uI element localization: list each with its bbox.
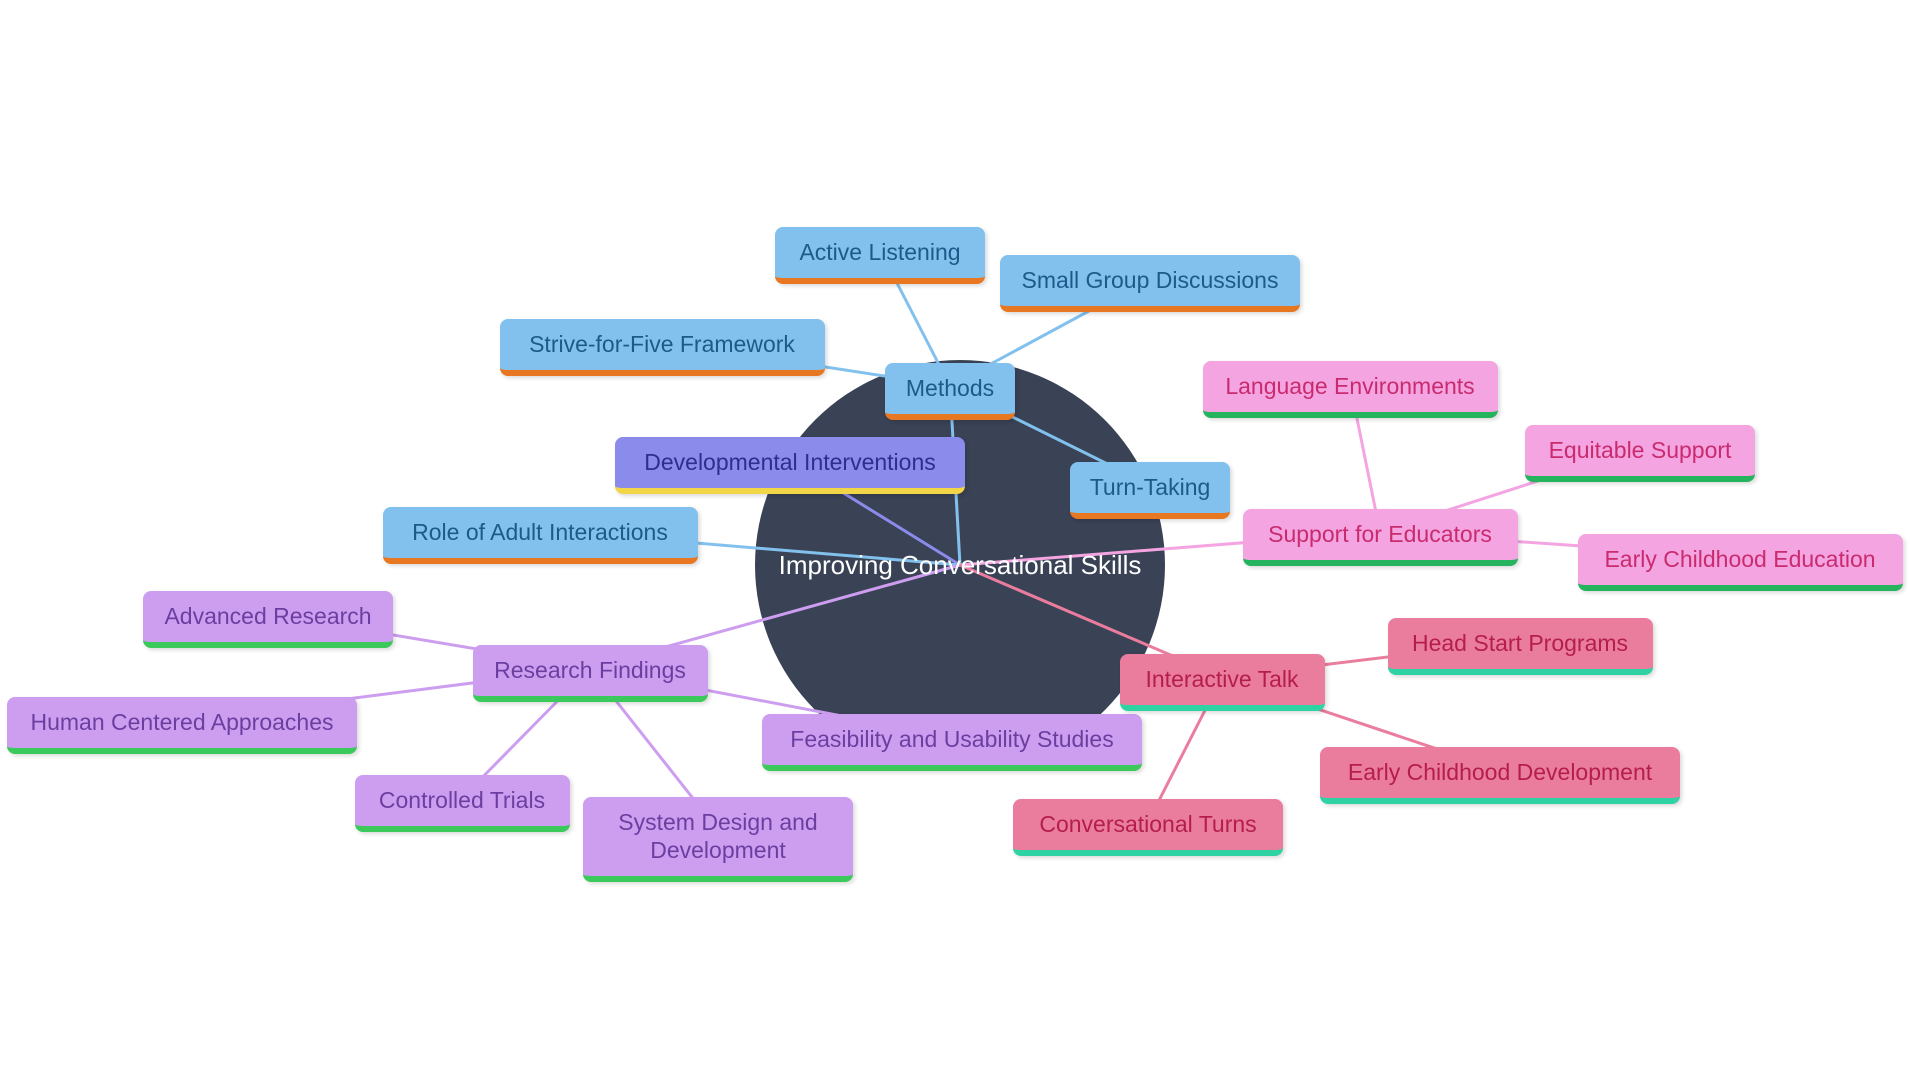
node-label: Language Environments (1225, 373, 1474, 400)
node-label: Controlled Trials (379, 787, 545, 814)
node-early-childhood-edu: Early Childhood Education (1578, 534, 1903, 591)
node-label: Active Listening (799, 239, 960, 266)
node-language-env: Language Environments (1203, 361, 1498, 418)
center-node: Improving Conversational Skills (755, 360, 1165, 770)
node-label: Turn-Taking (1090, 474, 1211, 501)
node-conversational-turns: Conversational Turns (1013, 799, 1283, 856)
node-label: Interactive Talk (1146, 666, 1299, 693)
node-controlled-trials: Controlled Trials (355, 775, 570, 832)
node-interactive-talk: Interactive Talk (1120, 654, 1325, 711)
node-label: Developmental Interventions (644, 449, 936, 476)
node-turn-taking: Turn-Taking (1070, 462, 1230, 519)
node-feasibility: Feasibility and Usability Studies (762, 714, 1142, 771)
node-label: Support for Educators (1268, 521, 1492, 548)
node-label: Research Findings (494, 657, 686, 684)
node-label: Human Centered Approaches (30, 709, 333, 736)
node-early-childhood-dev: Early Childhood Development (1320, 747, 1680, 804)
node-active-listening: Active Listening (775, 227, 985, 284)
node-methods: Methods (885, 363, 1015, 420)
node-label: Equitable Support (1549, 437, 1732, 464)
node-system-design: System Design and Development (583, 797, 853, 882)
node-research-findings: Research Findings (473, 645, 708, 702)
node-label: Strive-for-Five Framework (529, 331, 795, 358)
node-label: Early Childhood Education (1604, 546, 1875, 573)
node-label: Early Childhood Development (1348, 759, 1652, 786)
node-equitable-support: Equitable Support (1525, 425, 1755, 482)
node-human-centered: Human Centered Approaches (7, 697, 357, 754)
node-label: Feasibility and Usability Studies (790, 726, 1113, 753)
node-role-adult: Role of Adult Interactions (383, 507, 698, 564)
node-dev-interventions: Developmental Interventions (615, 437, 965, 494)
node-support-educators: Support for Educators (1243, 509, 1518, 566)
node-small-group: Small Group Discussions (1000, 255, 1300, 312)
node-label: Advanced Research (164, 603, 371, 630)
node-label: Conversational Turns (1039, 811, 1256, 838)
node-strive-five: Strive-for-Five Framework (500, 319, 825, 376)
center-label: Improving Conversational Skills (779, 550, 1142, 581)
node-head-start: Head Start Programs (1388, 618, 1653, 675)
node-label: Small Group Discussions (1022, 267, 1279, 294)
node-label: Head Start Programs (1412, 630, 1628, 657)
node-advanced-research: Advanced Research (143, 591, 393, 648)
node-label: System Design and Development (605, 809, 831, 864)
node-label: Methods (906, 375, 994, 402)
node-label: Role of Adult Interactions (412, 519, 668, 546)
